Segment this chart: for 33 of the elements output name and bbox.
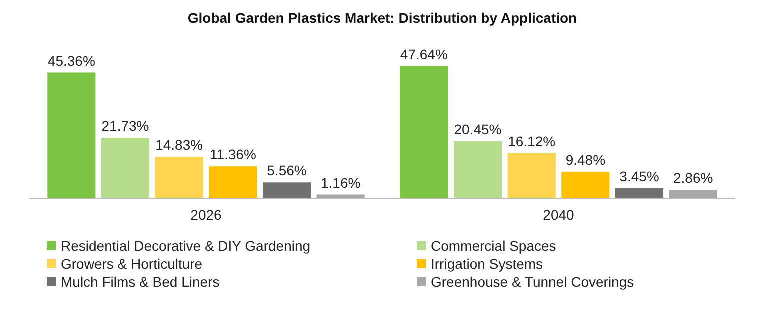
data-label: 45.36% <box>48 52 96 69</box>
chart-title: Global Garden Plastics Market: Distribution by Application <box>188 10 578 26</box>
legend-label: Mulch Films & Bed Liners <box>61 274 220 290</box>
data-label: 1.16% <box>320 174 361 191</box>
legend-label: Commercial Spaces <box>431 238 556 254</box>
data-label: 2.86% <box>673 170 714 186</box>
bar <box>615 188 664 198</box>
legend-label: Irrigation Systems <box>431 256 544 272</box>
bar <box>101 138 150 198</box>
data-label: 5.56% <box>267 162 307 179</box>
bar <box>400 66 448 198</box>
data-label: 47.64% <box>400 46 448 63</box>
bar <box>155 157 204 198</box>
bar <box>669 190 718 198</box>
bar <box>262 182 312 198</box>
bar <box>48 72 96 198</box>
bar <box>508 154 556 198</box>
legend-label: Greenhouse & Tunnel Coverings <box>431 274 634 290</box>
data-label: 11.36% <box>210 146 256 163</box>
data-label: 21.73% <box>102 118 150 134</box>
legend-label: Residential Decorative & DIY Gardening <box>61 238 311 254</box>
data-label: 14.83% <box>156 137 204 154</box>
x-tick-label: 2040 <box>543 207 575 223</box>
bar <box>209 166 258 198</box>
bar <box>454 142 502 198</box>
legend-label: Growers & Horticulture <box>61 256 203 272</box>
data-label: 9.48% <box>566 152 606 168</box>
x-tick-label: 2026 <box>190 207 222 223</box>
bar <box>562 172 610 198</box>
data-label: 16.12% <box>508 134 556 150</box>
data-label: 3.45% <box>620 168 660 184</box>
bar <box>316 194 365 198</box>
data-label: 20.45% <box>454 122 502 138</box>
